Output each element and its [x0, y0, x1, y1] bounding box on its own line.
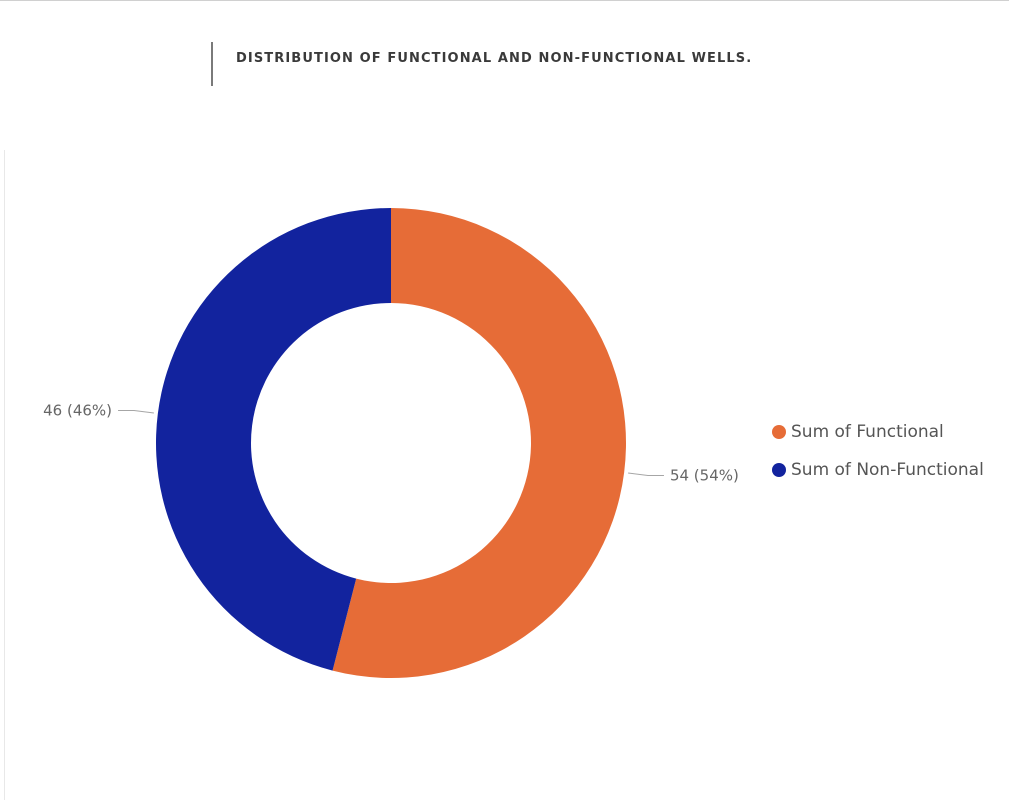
- chart-title: DISTRIBUTION OF FUNCTIONAL AND NON-FUNCT…: [236, 51, 753, 66]
- title-divider: [211, 42, 213, 86]
- legend-dot-functional: [772, 425, 786, 439]
- data-label-non-functional: 46 (46%): [43, 402, 112, 420]
- legend-label-non-functional: Sum of Non-Functional: [791, 460, 984, 480]
- legend-item-functional[interactable]: Sum of Functional: [772, 413, 984, 451]
- leader-line-non-functional: [118, 410, 154, 414]
- left-border: [4, 150, 5, 800]
- legend-label-functional: Sum of Functional: [791, 422, 944, 442]
- legend-item-non-functional[interactable]: Sum of Non-Functional: [772, 451, 984, 489]
- top-border: [0, 0, 1009, 1]
- legend-dot-non-functional: [772, 463, 786, 477]
- slice-non-functional[interactable]: [155, 208, 391, 671]
- data-label-functional: 54 (54%): [670, 466, 739, 484]
- leader-line-functional: [628, 472, 664, 476]
- slice-functional[interactable]: [332, 208, 626, 678]
- legend: Sum of Functional Sum of Non-Functional: [772, 413, 984, 489]
